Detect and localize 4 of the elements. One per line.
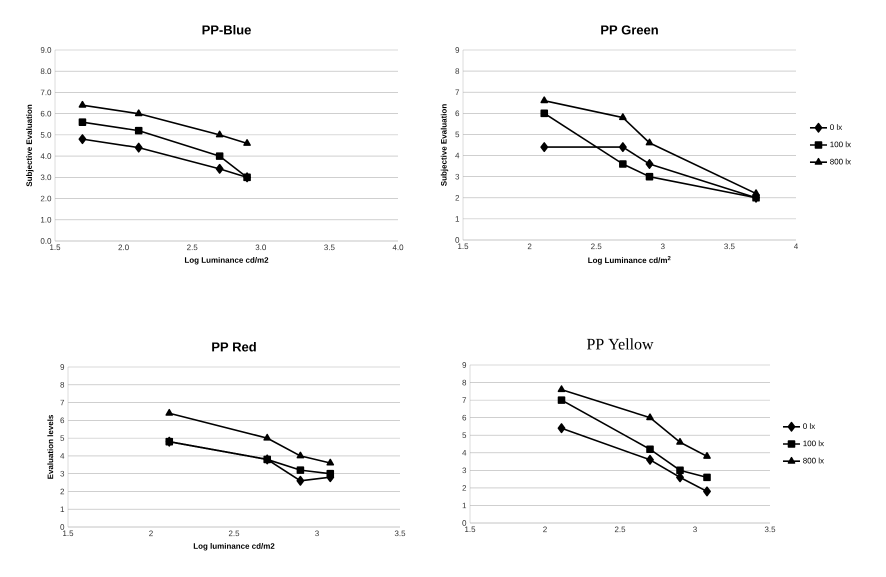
chart-title: PP Green [601, 25, 658, 35]
chart-title: PP Red [212, 342, 256, 352]
chart-title: PP-Blue [202, 25, 251, 35]
chart-title: PP Yellow [586, 338, 654, 350]
